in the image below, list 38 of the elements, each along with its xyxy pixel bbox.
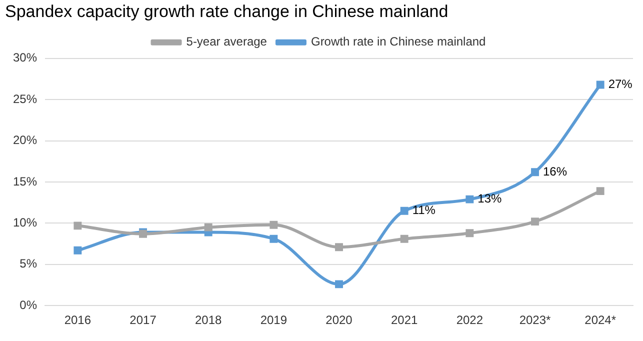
x-tick-label: 2018 [194, 313, 222, 328]
data-label: 11% [412, 203, 436, 218]
x-tick-label: 2022 [456, 313, 484, 328]
point [270, 220, 278, 229]
y-tick-label: 20% [12, 133, 38, 148]
point [596, 187, 604, 196]
y-tick-label: 15% [12, 174, 38, 188]
point [400, 206, 408, 215]
chart-title: Spandex capacity growth rate change in Chinese mainland [5, 2, 448, 21]
y-tick-label: 10% [12, 216, 38, 230]
point [400, 234, 408, 243]
point [204, 223, 212, 232]
point [466, 195, 474, 204]
x-tick-label: 2017 [130, 313, 157, 328]
x-tick-label: 2016 [64, 313, 92, 328]
data-label: 27% [608, 77, 633, 92]
point [335, 280, 343, 288]
x-tick-label: 2019 [260, 313, 288, 328]
x-tick-label: 2023* [519, 313, 552, 328]
legend-label: 5-year average [186, 34, 268, 49]
data-label: 13% [478, 192, 502, 206]
data-label: 16% [543, 164, 568, 178]
point [531, 218, 539, 226]
point [466, 229, 474, 238]
y-tick-label: 0% [20, 298, 38, 312]
legend-label: Growth rate in Chinese mainland [310, 34, 486, 49]
y-tick-label: 30% [12, 50, 38, 65]
x-tick-label: 2024* [584, 313, 616, 328]
x-tick-label: 2020 [326, 313, 353, 328]
point [596, 80, 604, 89]
y-tick-label: 5% [20, 256, 38, 271]
point [270, 234, 278, 243]
point [335, 243, 343, 252]
point [531, 168, 539, 176]
point [74, 222, 82, 230]
y-tick-label: 25% [12, 92, 38, 106]
point [74, 246, 82, 254]
x-tick-label: 2021 [390, 313, 418, 328]
